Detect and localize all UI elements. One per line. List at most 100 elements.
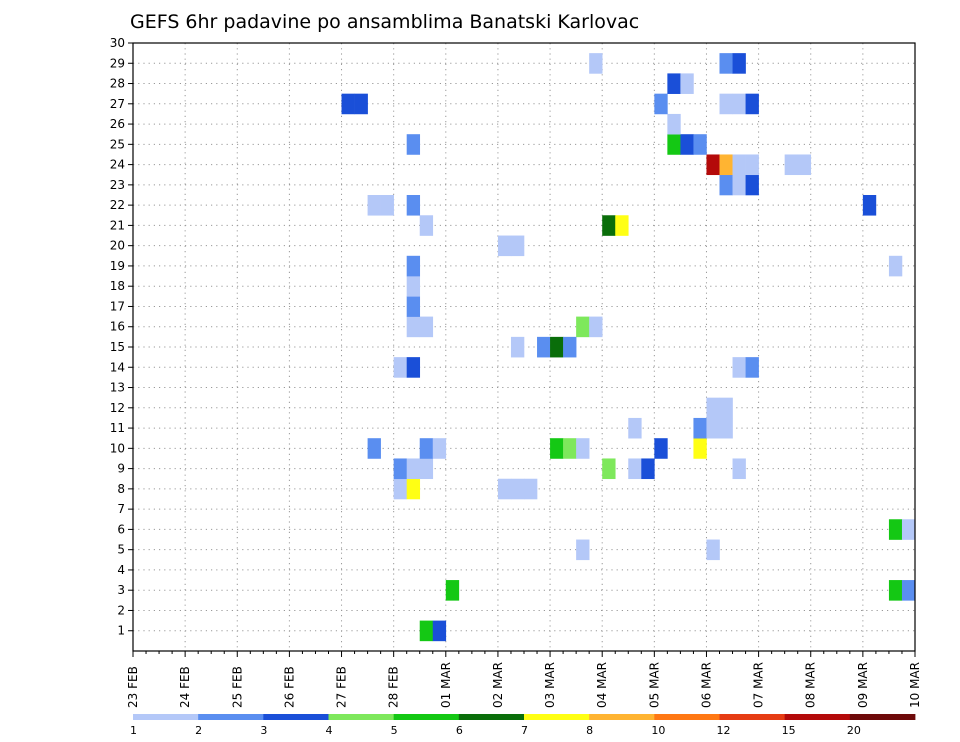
x-tick-label: 09 MAR bbox=[856, 662, 870, 708]
y-tick-label: 19 bbox=[110, 259, 125, 273]
heatmap-cell bbox=[628, 417, 642, 439]
colorbar-swatch bbox=[328, 714, 395, 720]
heatmap-cell bbox=[380, 195, 394, 216]
heatmap-cell bbox=[406, 316, 421, 338]
heatmap-cell bbox=[419, 458, 434, 480]
colorbar-swatch bbox=[133, 714, 199, 720]
y-tick-label: 7 bbox=[117, 502, 125, 516]
heatmap-cell bbox=[550, 336, 564, 358]
heatmap-cell bbox=[497, 478, 512, 500]
y-tick-label: 4 bbox=[117, 563, 125, 577]
heatmap-cell bbox=[406, 357, 421, 378]
y-tick-label: 8 bbox=[117, 482, 125, 496]
heatmap-cell bbox=[719, 397, 733, 419]
heatmap-cell bbox=[406, 134, 421, 155]
colorbar-label: 3 bbox=[260, 724, 267, 737]
heatmap-cell bbox=[901, 580, 916, 601]
colorbar-label: 5 bbox=[391, 724, 398, 737]
x-tick-label: 28 FEB bbox=[387, 666, 401, 708]
colorbar: 1 2 3 4 5 6 7 8 10 12 15 20 bbox=[130, 714, 916, 737]
colorbar-swatch bbox=[393, 714, 460, 720]
heatmap-cell bbox=[719, 93, 733, 115]
y-tick-label: 3 bbox=[117, 583, 125, 597]
heatmap-cell bbox=[706, 539, 720, 561]
heatmap-cell bbox=[354, 93, 368, 115]
colorbar-label: 12 bbox=[717, 724, 731, 737]
heatmap-cell bbox=[888, 255, 903, 277]
heatmap-cell bbox=[406, 255, 421, 277]
heatmap-cell bbox=[745, 174, 759, 196]
x-tick-label: 07 MAR bbox=[752, 662, 766, 708]
heatmap-cell bbox=[667, 113, 681, 135]
heatmap-cell bbox=[563, 438, 577, 459]
colorbar-label: 6 bbox=[456, 724, 463, 737]
x-tick-label: 26 FEB bbox=[282, 666, 296, 708]
colorbar-swatch bbox=[849, 714, 916, 720]
heatmap-cell bbox=[888, 519, 903, 540]
heatmap-cell bbox=[628, 458, 642, 480]
colorbar-swatch bbox=[784, 714, 851, 720]
heatmap-cell bbox=[641, 458, 655, 480]
colorbar-label: 1 bbox=[130, 724, 137, 737]
heatmap-cell bbox=[589, 53, 603, 74]
heatmap-cell bbox=[576, 438, 590, 459]
heatmap-cell bbox=[576, 539, 590, 561]
heatmap-cell bbox=[680, 134, 694, 155]
heatmap-cell bbox=[797, 154, 812, 176]
heatmap-cell bbox=[393, 357, 407, 378]
heatmap-cell bbox=[706, 154, 720, 176]
heatmap-cell bbox=[732, 357, 746, 378]
heatmap-cell bbox=[510, 336, 525, 358]
y-tick-label: 29 bbox=[110, 56, 125, 70]
y-tick-label: 13 bbox=[110, 381, 125, 395]
y-tick-label: 18 bbox=[110, 279, 125, 293]
heatmap-cell bbox=[537, 336, 551, 358]
heatmap-cell bbox=[680, 73, 694, 94]
y-tick-label: 15 bbox=[110, 340, 125, 354]
heatmap-cell bbox=[589, 316, 603, 338]
y-tick-label: 27 bbox=[110, 97, 125, 111]
heatmap-cell bbox=[693, 438, 707, 459]
colorbar-label: 8 bbox=[586, 724, 593, 737]
heatmap-cell bbox=[367, 438, 381, 459]
y-tick-label: 11 bbox=[110, 421, 125, 435]
heatmap-cell bbox=[550, 438, 564, 459]
heatmap-cell bbox=[419, 438, 434, 459]
y-tick-label: 16 bbox=[110, 320, 125, 334]
colorbar-swatch bbox=[263, 714, 329, 720]
heatmap-cell bbox=[406, 195, 421, 216]
heatmap-cell bbox=[784, 154, 798, 176]
x-tick-label: 23 FEB bbox=[126, 666, 140, 708]
heatmap-cell bbox=[706, 397, 720, 419]
colorbar-swatch bbox=[524, 714, 590, 720]
heatmap-cell bbox=[524, 478, 538, 500]
heatmap-cell bbox=[732, 53, 746, 74]
heatmap-cell bbox=[719, 174, 733, 196]
heatmap-cell bbox=[393, 478, 407, 500]
heatmap-cell bbox=[693, 417, 707, 439]
y-tick-label: 14 bbox=[110, 360, 125, 374]
y-tick-label: 5 bbox=[117, 543, 125, 557]
y-axis: 1234567891011121314151617181920212223242… bbox=[110, 36, 133, 638]
heatmap-cell bbox=[393, 458, 407, 480]
heatmap-cell bbox=[706, 417, 720, 439]
heatmap-cell bbox=[901, 519, 916, 540]
heatmap-cell bbox=[693, 134, 707, 155]
y-tick-label: 21 bbox=[110, 218, 125, 232]
y-tick-label: 1 bbox=[117, 624, 125, 638]
chart-title: GEFS 6hr padavine po ansamblima Banatski… bbox=[130, 11, 639, 33]
heatmap-cell bbox=[432, 620, 447, 642]
y-tick-label: 17 bbox=[110, 299, 125, 313]
y-tick-label: 26 bbox=[110, 117, 125, 131]
heatmap-cell bbox=[719, 417, 733, 439]
y-tick-label: 22 bbox=[110, 198, 125, 212]
heatmap-cell bbox=[888, 580, 903, 601]
heatmap-cell bbox=[654, 438, 668, 459]
y-tick-label: 9 bbox=[117, 462, 125, 476]
x-tick-label: 25 FEB bbox=[230, 666, 244, 708]
y-tick-label: 23 bbox=[110, 178, 125, 192]
y-tick-label: 10 bbox=[110, 441, 125, 455]
heatmap-cell bbox=[419, 620, 434, 642]
heatmap-cell bbox=[419, 316, 434, 338]
colorbar-swatch bbox=[458, 714, 525, 720]
